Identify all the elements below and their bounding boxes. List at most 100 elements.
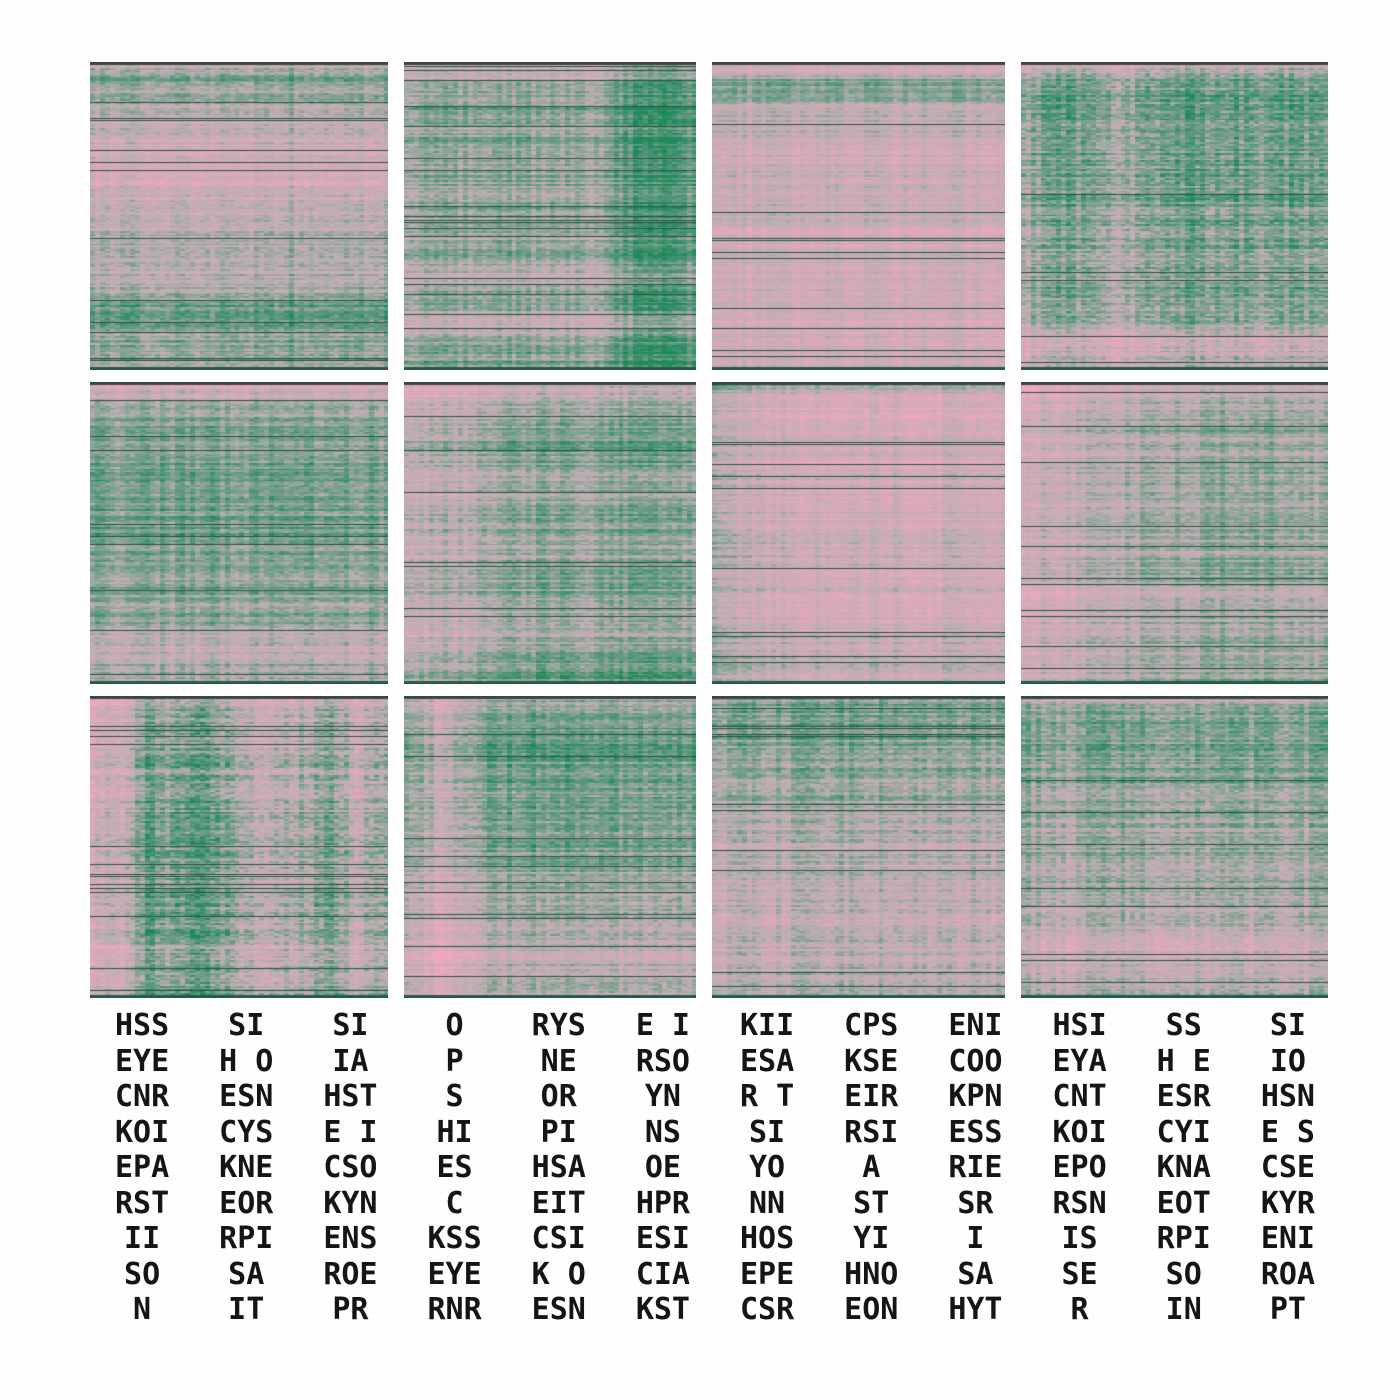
label-cell: EPO — [1052, 1150, 1107, 1185]
label-cell: ROE — [323, 1256, 378, 1292]
heatmap-panel[interactable] — [90, 62, 388, 370]
label-cell: CSR — [739, 1292, 795, 1327]
label-cell: KII — [739, 1008, 795, 1043]
label-cell: E I — [635, 1008, 690, 1043]
label-cell: P — [445, 1043, 464, 1079]
heatmap-panel[interactable] — [90, 696, 388, 998]
label-cell: EYA — [1052, 1043, 1107, 1079]
label-cell: SR — [957, 1185, 994, 1221]
label-cell: ESR — [1156, 1079, 1211, 1114]
label-cell: OE — [644, 1150, 681, 1185]
label-cell: CPS — [844, 1008, 899, 1043]
label-cell: I — [966, 1221, 985, 1256]
label-cell: PT — [1269, 1292, 1306, 1327]
label-row: HSS SI SI O RYS E I KII CPS ENI HSI SS SI — [90, 1008, 1340, 1044]
label-cell: CNT — [1052, 1079, 1107, 1114]
heatmap-panel[interactable] — [404, 696, 696, 998]
label-cell: H E — [1156, 1043, 1211, 1079]
label-cell: IN — [1165, 1292, 1202, 1327]
heatmap-panel[interactable] — [712, 696, 1005, 998]
label-cell: C — [445, 1185, 464, 1221]
label-cell: HPR — [635, 1185, 690, 1221]
label-cell: ROA — [1260, 1256, 1315, 1292]
label-cell: KSS — [427, 1221, 482, 1256]
label-cell: HYT — [948, 1292, 1003, 1327]
label-cell: RSI — [844, 1114, 899, 1150]
label-cell: CSO — [323, 1150, 378, 1185]
heatmap-panel[interactable] — [1021, 382, 1328, 684]
label-cell: K O — [531, 1256, 586, 1292]
label-cell: ESS — [948, 1114, 1003, 1150]
label-cell: N — [133, 1292, 152, 1327]
label-cell: SI — [749, 1114, 786, 1150]
label-row: EPA KNE CSO ES HSA OE YO A RIE EPO KNA CSE — [90, 1150, 1340, 1186]
label-cell: EYE — [114, 1043, 170, 1079]
label-cell: YN — [644, 1079, 681, 1114]
label-cell: ESA — [739, 1043, 795, 1079]
label-cell: EPE — [739, 1256, 795, 1292]
label-cell: SI — [1269, 1008, 1306, 1043]
label-cell: R T — [739, 1079, 795, 1114]
label-cell: KNA — [1156, 1150, 1211, 1185]
label-cell: RST — [114, 1185, 170, 1221]
heatmap-panel[interactable] — [90, 382, 388, 684]
label-cell: CNR — [114, 1079, 170, 1114]
heatmap-panel[interactable] — [712, 62, 1005, 370]
label-cell: KOI — [114, 1114, 170, 1150]
label-cell: RSO — [635, 1043, 690, 1079]
label-cell: CSE — [1260, 1150, 1315, 1185]
heatmap-panel[interactable] — [712, 382, 1005, 684]
label-cell: R — [1070, 1292, 1089, 1327]
column-label-block: HSS SI SI O RYS E I KII CPS ENI HSI SS SI EYE H O IA P N… — [90, 1008, 1340, 1328]
label-cell: KST — [635, 1292, 690, 1327]
label-row: KOI CYS E I HI PI NS SI RSI ESS KOI CYI E S — [90, 1115, 1340, 1151]
heatmap-panel[interactable] — [1021, 696, 1328, 998]
label-row: EYE H O IA P NE RSO ESA KSE COO EYA H E IO — [90, 1044, 1340, 1080]
heatmap-panel[interactable] — [404, 382, 696, 684]
label-cell: YI — [853, 1221, 890, 1256]
label-cell: IT — [228, 1292, 265, 1327]
label-cell: H O — [219, 1043, 274, 1079]
label-cell: SA — [228, 1256, 265, 1292]
label-cell: ES — [436, 1150, 473, 1185]
label-cell: RIE — [948, 1150, 1003, 1185]
label-cell: S — [445, 1079, 464, 1114]
label-cell: IO — [1269, 1043, 1306, 1079]
label-cell: NN — [749, 1185, 786, 1221]
label-cell: HI — [436, 1114, 473, 1150]
label-cell: SA — [957, 1256, 994, 1292]
label-cell: SE — [1061, 1256, 1098, 1292]
label-cell: SI — [332, 1008, 369, 1043]
label-row: II RPI ENS KSS CSI ESI HOS YI I IS RPI ENI — [90, 1221, 1340, 1257]
label-cell: IA — [332, 1043, 369, 1079]
label-cell: HSN — [1260, 1079, 1315, 1114]
label-cell: HSA — [531, 1150, 586, 1185]
label-cell: HSI — [1052, 1008, 1107, 1043]
label-row: RST EOR KYN C EIT HPR NN ST SR RSN EOT KYR — [90, 1186, 1340, 1222]
label-cell: HNO — [844, 1256, 899, 1292]
label-cell: NS — [644, 1114, 681, 1150]
label-cell: KSE — [844, 1043, 899, 1079]
label-cell: EYE — [427, 1256, 482, 1292]
label-cell: SS — [1165, 1008, 1202, 1043]
label-cell: II — [124, 1221, 161, 1256]
heatmap-panel[interactable] — [404, 62, 696, 370]
label-row: N IT PR RNR ESN KST CSR EON HYT R IN PT — [90, 1292, 1340, 1328]
label-cell: COO — [948, 1043, 1003, 1079]
label-cell: SO — [124, 1256, 161, 1292]
label-cell: HST — [323, 1079, 378, 1114]
heatmap-panel[interactable] — [1021, 62, 1328, 370]
label-cell: HOS — [739, 1221, 795, 1256]
label-cell: EIT — [531, 1185, 586, 1221]
label-cell: PI — [540, 1114, 577, 1150]
label-cell: EPA — [114, 1150, 170, 1185]
label-cell: RPI — [219, 1221, 274, 1256]
label-row: CNR ESN HST S OR YN R T EIR KPN CNT ESR HSN — [90, 1079, 1340, 1115]
label-cell: RNR — [427, 1292, 482, 1327]
label-cell: E I — [323, 1114, 378, 1150]
label-cell: KNE — [219, 1150, 274, 1185]
label-cell: IS — [1061, 1221, 1098, 1256]
label-cell: A — [862, 1150, 881, 1185]
label-cell: HSS — [114, 1008, 170, 1043]
